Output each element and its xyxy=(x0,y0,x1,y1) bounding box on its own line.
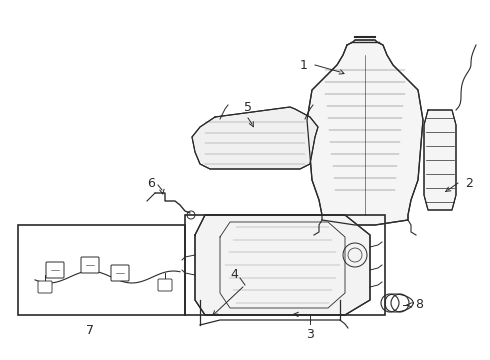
Text: 8: 8 xyxy=(415,298,423,311)
FancyBboxPatch shape xyxy=(158,279,172,291)
FancyBboxPatch shape xyxy=(111,265,129,281)
FancyBboxPatch shape xyxy=(38,281,52,293)
FancyBboxPatch shape xyxy=(46,262,64,278)
Text: 7: 7 xyxy=(86,324,94,337)
Polygon shape xyxy=(195,215,370,315)
Polygon shape xyxy=(424,110,456,210)
Text: 2: 2 xyxy=(465,176,473,189)
Text: 6: 6 xyxy=(147,176,155,189)
Text: 4: 4 xyxy=(230,269,238,282)
Polygon shape xyxy=(192,107,318,169)
Text: 5: 5 xyxy=(244,101,252,114)
Bar xyxy=(18,225,185,315)
Text: 1: 1 xyxy=(300,59,308,72)
Text: 3: 3 xyxy=(306,328,314,341)
Bar xyxy=(185,215,385,315)
Polygon shape xyxy=(307,40,423,225)
FancyBboxPatch shape xyxy=(81,257,99,273)
